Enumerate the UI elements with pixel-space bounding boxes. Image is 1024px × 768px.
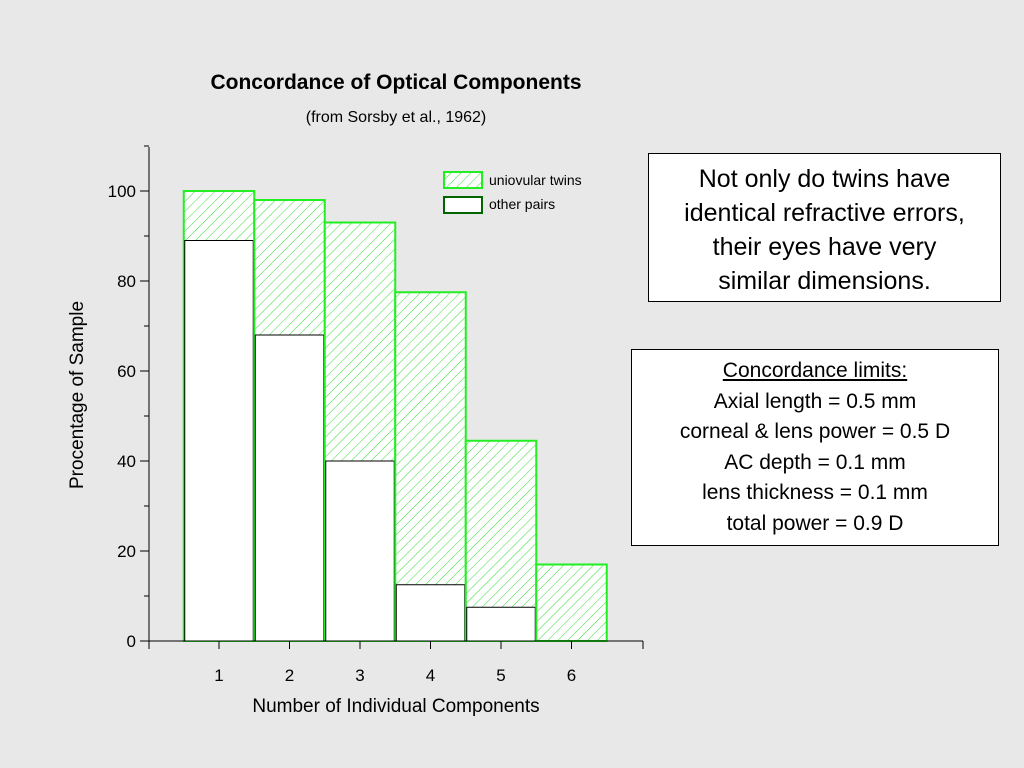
legend-label-uniovular-twins: uniovular twins bbox=[489, 172, 582, 188]
bar-uniovular-twins bbox=[535, 563, 608, 642]
note-line: Not only do twins have bbox=[698, 165, 951, 193]
bar-other-pairs bbox=[184, 240, 254, 642]
concordance-limits-box: Concordance limits: Axial length = 0.5 m… bbox=[631, 349, 999, 546]
x-tick-label: 1 bbox=[214, 666, 223, 685]
y-axis-label: Procentage of Sample bbox=[67, 301, 88, 489]
limits-line: AC depth = 0.1 mm bbox=[724, 450, 906, 474]
x-tick-label: 2 bbox=[285, 666, 294, 685]
limits-line: Axial length = 0.5 mm bbox=[713, 389, 917, 413]
limits-title: Concordance limits: bbox=[722, 359, 908, 382]
bar-other-pairs bbox=[466, 606, 536, 642]
legend-label-other-pairs: other pairs bbox=[489, 196, 555, 212]
limits-line: total power = 0.9 D bbox=[726, 511, 904, 535]
y-tick-label: 0 bbox=[127, 632, 136, 651]
y-tick-label: 100 bbox=[108, 182, 136, 201]
axes-layer: 0 20 40 60 80 100 1 2 3 4 5 6 bbox=[108, 145, 644, 685]
bars-layer bbox=[182, 190, 608, 642]
note-line: their eyes have very bbox=[712, 233, 937, 261]
y-tick-label: 20 bbox=[117, 542, 136, 561]
bar-other-pairs bbox=[254, 334, 325, 642]
x-tick-label: 4 bbox=[426, 666, 435, 685]
chart-title: Concordance of Optical Components bbox=[210, 71, 581, 94]
bar-other-pairs bbox=[325, 460, 395, 642]
x-tick-label: 5 bbox=[496, 666, 505, 685]
y-tick-label: 80 bbox=[117, 272, 136, 291]
note-box: Not only do twins have identical refract… bbox=[648, 153, 1001, 302]
limits-line: corneal & lens power = 0.5 D bbox=[679, 420, 951, 443]
y-tick-label: 40 bbox=[117, 452, 136, 471]
legend-swatch-uniovular-twins-hatch bbox=[444, 172, 482, 188]
legend: uniovular twins other pairs bbox=[443, 171, 582, 214]
note-line: identical refractive errors, bbox=[684, 199, 965, 227]
legend-swatch-other-pairs bbox=[443, 196, 483, 214]
limits-line: lens thickness = 0.1 mm bbox=[702, 481, 928, 504]
y-tick-label: 60 bbox=[117, 362, 136, 381]
note-line: similar dimensions. bbox=[718, 267, 931, 295]
x-axis-label: Number of Individual Components bbox=[252, 696, 539, 717]
x-tick-label: 6 bbox=[567, 666, 576, 685]
chart-subtitle: (from Sorsby et al., 1962) bbox=[306, 109, 487, 126]
bar-other-pairs bbox=[395, 584, 466, 642]
x-tick-label: 3 bbox=[355, 666, 364, 685]
